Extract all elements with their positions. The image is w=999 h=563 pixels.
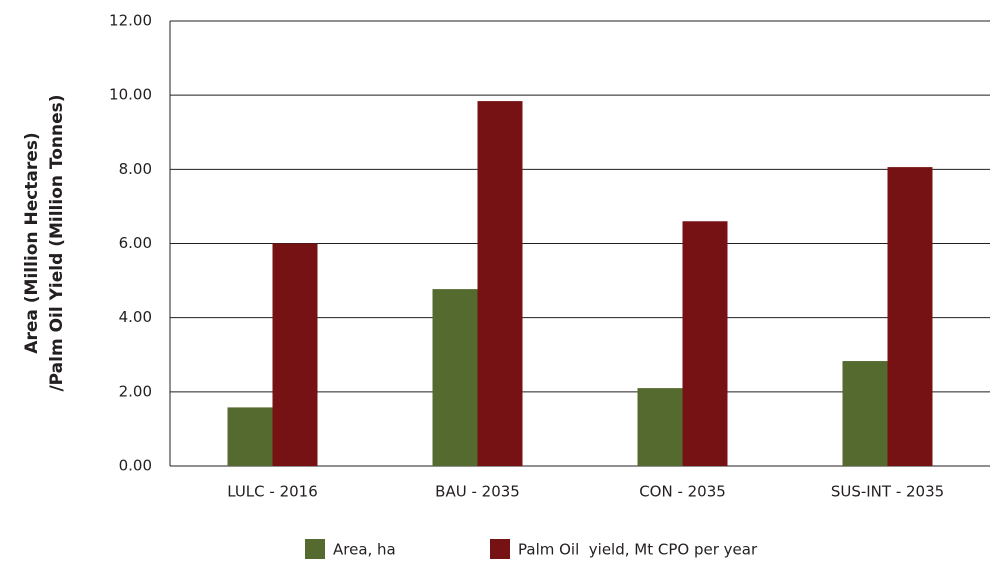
bar [682,221,728,466]
y-axis-label-line: /Palm Oil Yield (Million Tonnes) [47,94,67,391]
y-tick-label: 8.00 [119,160,152,178]
y-tick-label: 6.00 [119,234,152,252]
legend-label: Palm Oil yield, Mt CPO per year [518,541,758,559]
y-tick-label: 2.00 [119,382,152,400]
y-axis-label: Area (Million Hectares) /Palm Oil Yield … [22,94,67,391]
legend-swatch [305,539,325,559]
bar [842,361,888,466]
x-tick-label: CON - 2035 [639,483,726,501]
bar [432,289,478,466]
x-tick-label: BAU - 2035 [435,483,520,501]
legend-label: Area, ha [333,541,396,559]
y-tick-label: 12.00 [109,12,152,30]
y-tick-label: 10.00 [109,86,152,104]
y-tick-label: 4.00 [119,308,152,326]
bar [272,243,318,466]
bar [477,101,523,466]
bar [637,388,683,466]
x-tick-label: LULC - 2016 [227,483,318,501]
legend-swatch [490,539,510,559]
x-tick-label: SUS-INT - 2035 [831,483,944,501]
bar [227,407,273,466]
y-axis-label-line: Area (Million Hectares) [22,132,42,353]
bar [887,167,933,466]
y-tick-label: 0.00 [119,457,152,475]
